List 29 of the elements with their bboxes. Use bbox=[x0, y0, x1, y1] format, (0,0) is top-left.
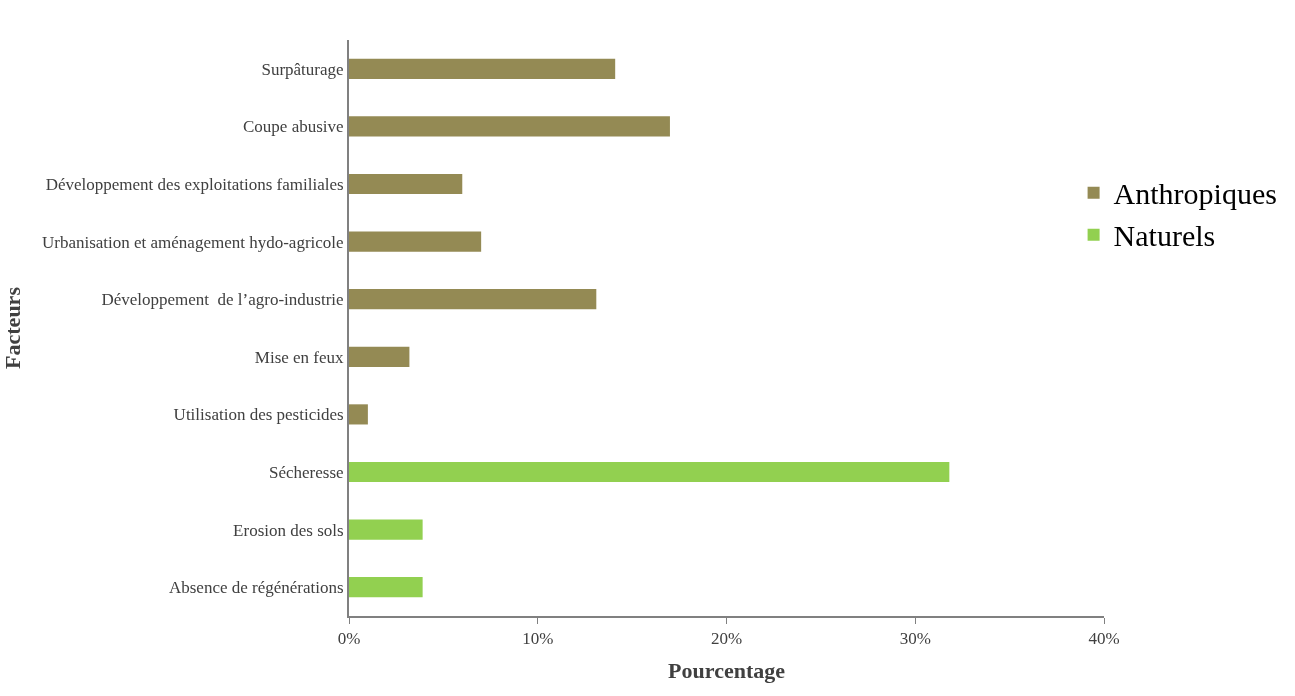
y-tick-label: Coupe abusive bbox=[243, 117, 344, 137]
x-tick-label: 10% bbox=[522, 629, 554, 649]
bar bbox=[349, 346, 410, 367]
bar bbox=[349, 461, 950, 483]
y-tick-label: Surpâturage bbox=[261, 59, 344, 79]
y-tick-label: Urbanisation et aménagement hydo-agricole bbox=[41, 232, 344, 252]
y-tick-label: Sécheresse bbox=[269, 462, 344, 482]
bar bbox=[349, 404, 368, 425]
y-tick-label: Absence de régénérations bbox=[168, 578, 344, 598]
bar bbox=[349, 231, 482, 252]
y-tick-label: Utilisation des pesticides bbox=[173, 405, 344, 425]
bar bbox=[349, 58, 616, 79]
x-axis-title: Pourcentage bbox=[668, 657, 786, 683]
x-tick-label: 30% bbox=[899, 629, 931, 649]
x-tick-label: 40% bbox=[1088, 629, 1120, 649]
bar bbox=[349, 173, 463, 195]
x-tick-label: 20% bbox=[710, 629, 743, 649]
bar bbox=[349, 289, 597, 310]
bar bbox=[349, 577, 423, 598]
y-tick-label: Développement de l’agro-industrie bbox=[101, 290, 344, 310]
bar bbox=[349, 116, 670, 137]
y-tick-label: Mise en feux bbox=[254, 347, 345, 367]
x-tick-label: 0% bbox=[337, 629, 361, 649]
y-axis-title: Facteurs bbox=[0, 286, 26, 369]
bar bbox=[349, 519, 423, 540]
y-tick-label: Développement des exploitations familiales bbox=[45, 174, 344, 194]
legend-label: Anthropiques bbox=[1113, 177, 1277, 211]
legend-label: Naturels bbox=[1113, 219, 1216, 253]
y-tick-label: Erosion des sols bbox=[233, 520, 344, 540]
